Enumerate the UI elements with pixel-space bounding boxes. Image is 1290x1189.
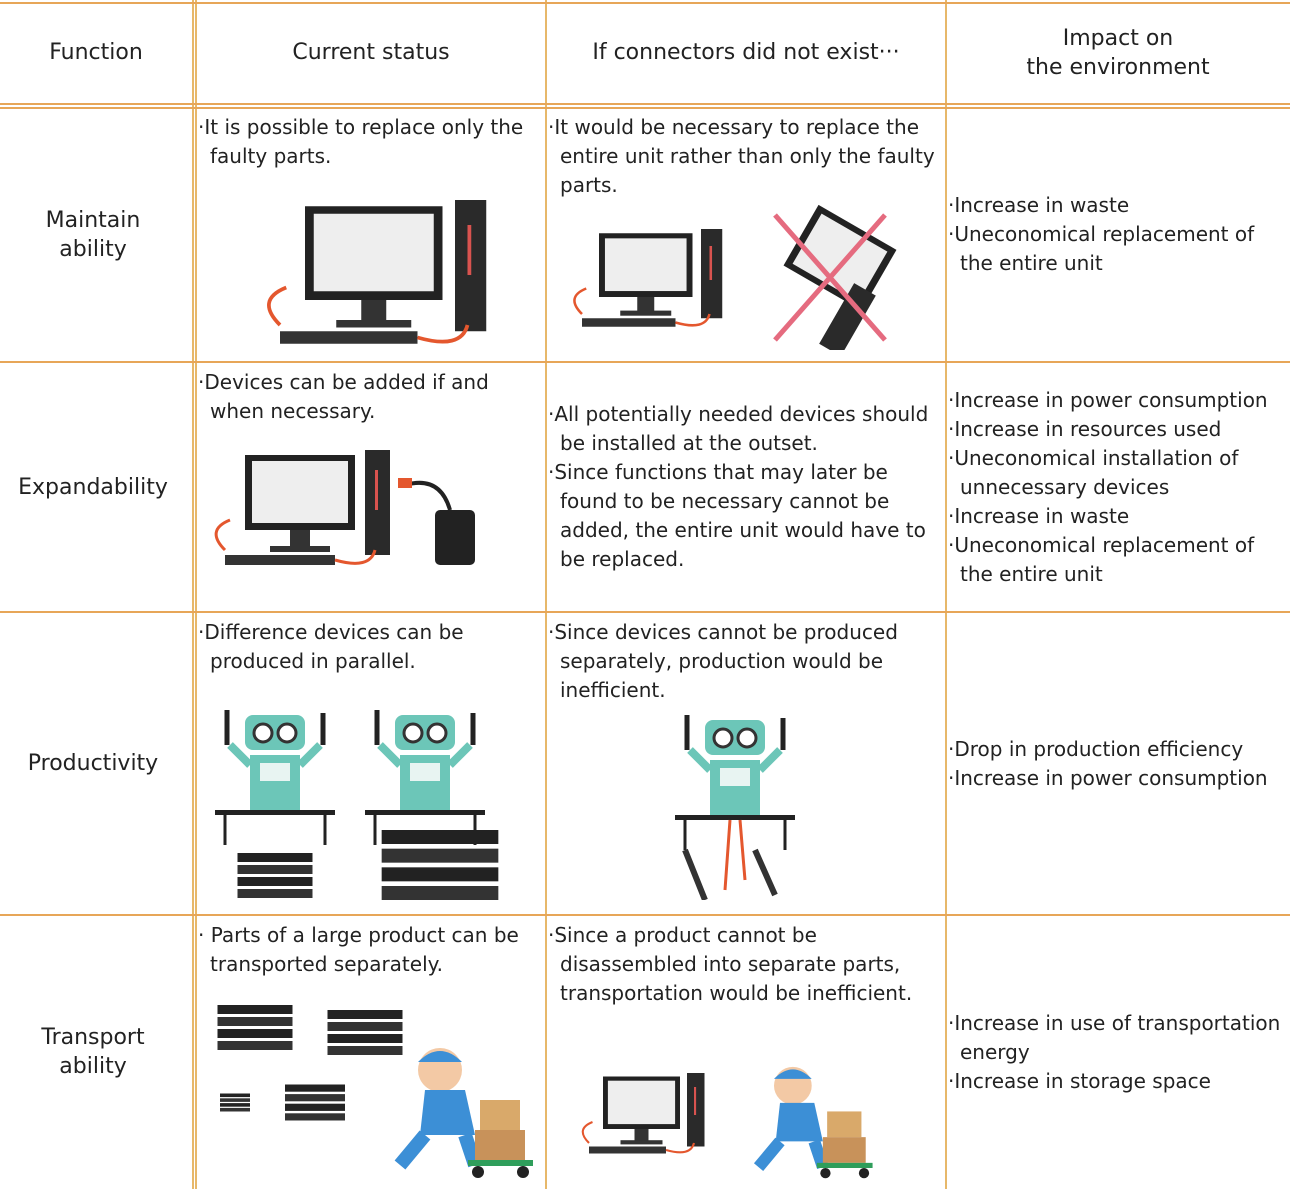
external-device (398, 478, 475, 565)
if-not-exist-cell: ·Since a product cannot be disassembled … (546, 915, 946, 1189)
function-label: Expandability (18, 474, 168, 500)
bullet-item: ·Increase in power consumption (948, 765, 1268, 790)
row-rule (0, 107, 1290, 109)
header-cell: Current status (196, 0, 546, 105)
bullet-item: ·Since a product cannot be disassembled … (548, 923, 913, 1005)
bullet-item: ·Uneconomical replacement of the entire … (948, 222, 1255, 275)
row-rule (0, 103, 1290, 105)
if-not-exist-cell: ·Since devices cannot be produced separa… (546, 612, 946, 915)
impact-cell: ·Increase in waste ·Uneconomical replacem… (946, 107, 1290, 362)
bullet-item: ·Increase in resources used (948, 416, 1222, 441)
header-text: the environment (1026, 54, 1210, 80)
impact-cell: ·Drop in production efficiency ·Increase … (946, 612, 1290, 915)
pc-illustration (205, 445, 405, 575)
function-cell: Productivity (0, 612, 192, 915)
function-cell: Maintain ability (0, 107, 192, 362)
bullet-item: ·Difference devices can be produced in p… (198, 620, 464, 673)
pc-illustration (575, 1070, 715, 1160)
bullet-item: ·Increase in waste (948, 503, 1130, 528)
pc-illustration (565, 225, 735, 335)
impact-cell: ·Increase in power consumption ·Increase … (946, 362, 1290, 612)
bullet-item: ·It would be necessary to replace the en… (548, 115, 935, 197)
bullet-item: ·All potentially needed devices should b… (548, 402, 929, 455)
bullet-item: ·Increase in power consumption (948, 387, 1268, 412)
row-rule (0, 914, 1290, 916)
bullet-item: ·Devices can be added if and when necess… (198, 370, 489, 423)
column-rule (195, 0, 197, 1189)
parts (220, 1085, 250, 1120)
current-status-cell: ·It is possible to replace only the faul… (196, 107, 546, 362)
broken-pc (773, 204, 897, 350)
parts (285, 1080, 345, 1125)
bullet-item: ·Since functions that may later be found… (548, 460, 926, 571)
bullet-item: · Parts of a large product can be transp… (198, 923, 519, 976)
pc-illustration (245, 200, 515, 350)
function-cell: Expandability (0, 362, 192, 612)
row-rule (0, 361, 1290, 363)
bullet-item: ·Increase in waste (948, 193, 1130, 217)
header-text: Current status (292, 40, 450, 65)
header-cell: Function (0, 0, 192, 105)
robot (345, 705, 499, 900)
worker (730, 1060, 890, 1180)
parts (210, 1005, 300, 1050)
function-label: ability (59, 1054, 127, 1079)
function-label: ability (59, 236, 127, 262)
robot (675, 710, 795, 900)
header-cell: If connectors did not exist··· (546, 0, 946, 105)
bullet-item: ·Uneconomical installation of unnecessar… (948, 445, 1239, 499)
header-text: Function (49, 40, 143, 65)
row-rule (0, 2, 1290, 4)
bullet-item: ·Uneconomical replacement of the entire … (948, 532, 1255, 586)
column-rule (945, 0, 947, 1189)
row-rule (0, 611, 1290, 613)
robot (215, 705, 335, 898)
if-not-exist-cell: ·It would be necessary to replace the en… (546, 107, 946, 362)
bullet-item: ·Since devices cannot be produced separa… (548, 620, 898, 702)
function-label: Maintain (45, 207, 141, 233)
bullet-item: ·Increase in storage space (948, 1068, 1211, 1093)
current-status-cell: · Parts of a large product can be transp… (196, 915, 546, 1189)
column-rule (545, 0, 547, 1189)
function-label: Transport (41, 1025, 145, 1050)
if-not-exist-cell: ·All potentially needed devices should b… (546, 362, 946, 612)
column-rule (192, 0, 194, 1189)
current-status-cell: ·Difference devices can be produced in p… (196, 612, 546, 915)
worker (380, 1040, 540, 1180)
header-cell: Impact on the environment (946, 0, 1290, 105)
header-text: Impact on (1062, 25, 1174, 51)
bullet-item: ·Increase in use of transportation energ… (948, 1010, 1281, 1064)
function-label: Productivity (27, 751, 159, 776)
header-text: If connectors did not exist··· (592, 40, 900, 65)
function-cell: Transport ability (0, 915, 192, 1189)
bullet-item: ·It is possible to replace only the faul… (198, 115, 524, 168)
impact-cell: ·Increase in use of transportation energ… (946, 915, 1290, 1189)
current-status-cell: ·Devices can be added if and when necess… (196, 362, 546, 612)
bullet-item: ·Drop in production efficiency (948, 736, 1244, 761)
